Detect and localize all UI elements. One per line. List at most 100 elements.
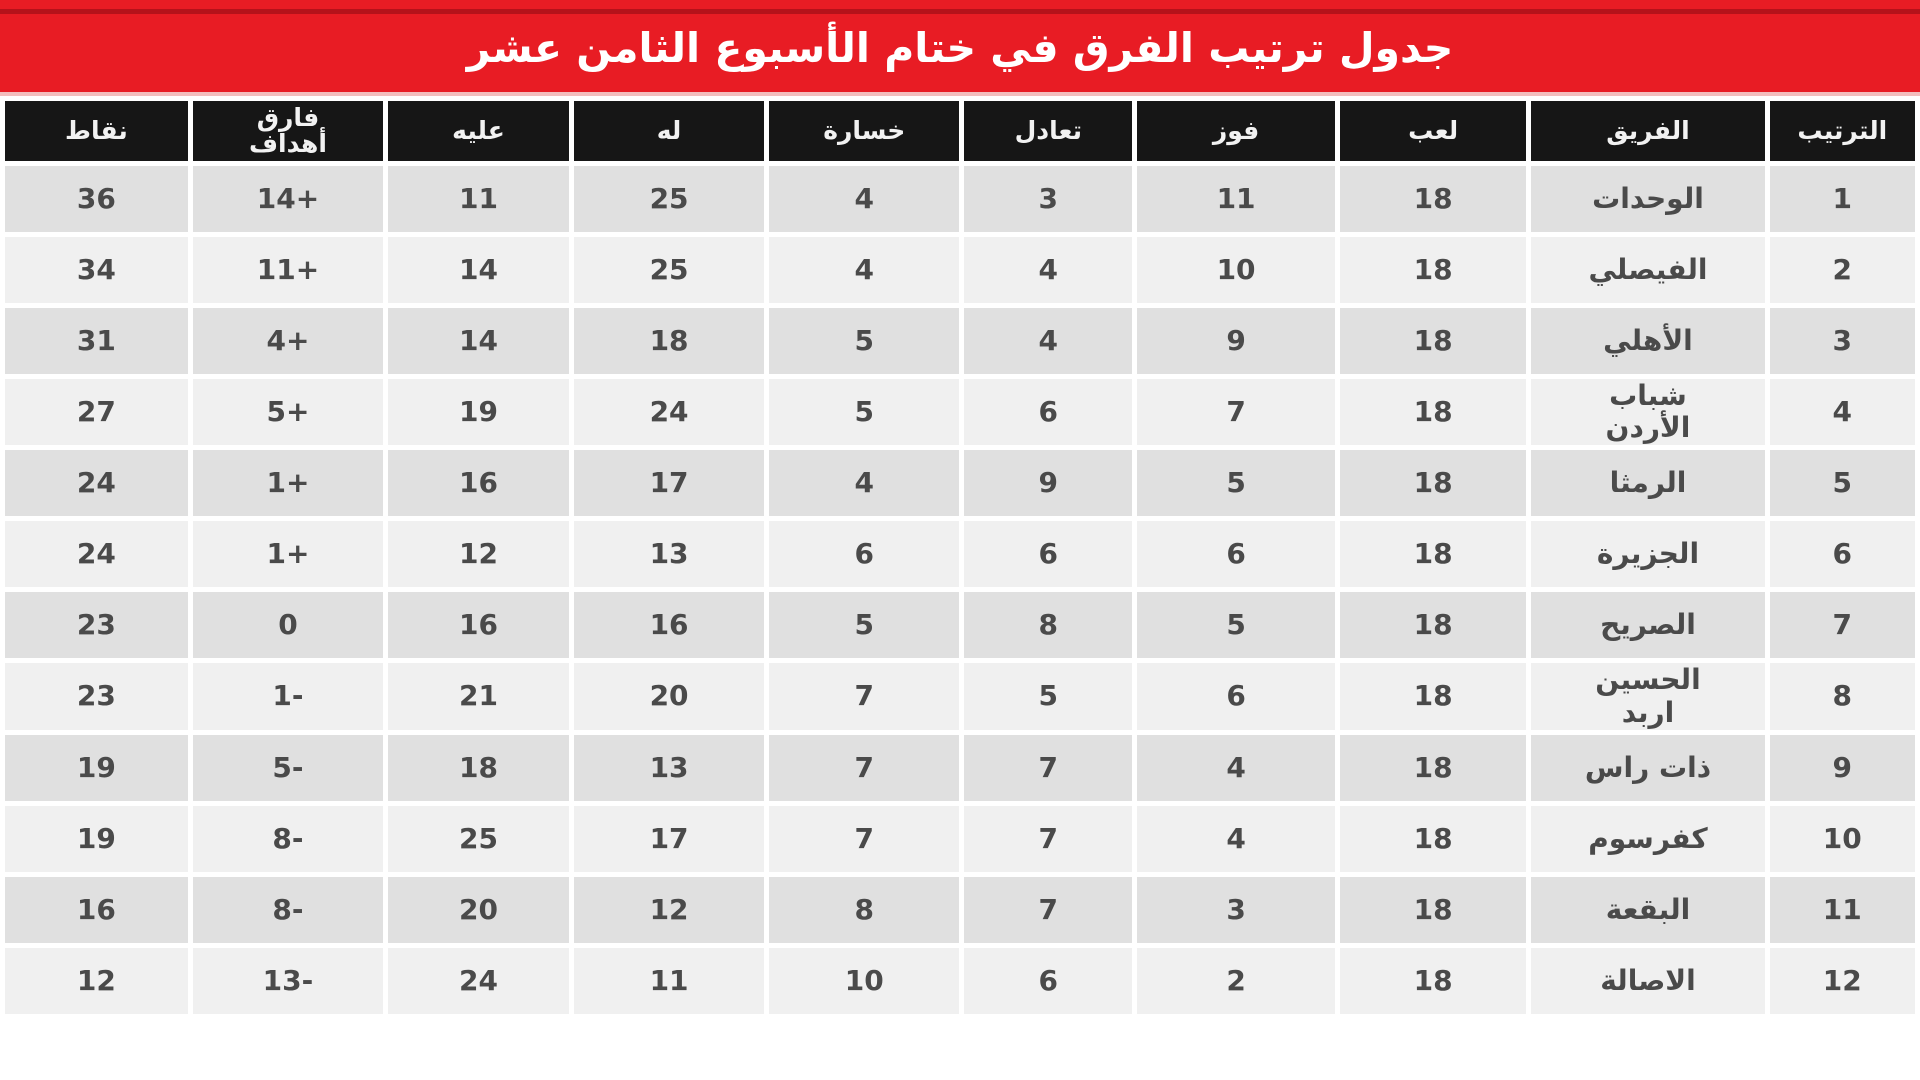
cell-lost: 4 xyxy=(769,450,960,517)
cell-won: 9 xyxy=(1137,308,1335,374)
table-row: 8 الحسين اربد 18 6 5 7 20 21 -1 23 xyxy=(5,663,1915,730)
cell-won: 2 xyxy=(1137,947,1335,1014)
cell-for: 25 xyxy=(573,237,765,303)
cell-points: 36 xyxy=(5,166,188,232)
cell-against: 21 xyxy=(388,663,569,730)
cell-against: 16 xyxy=(388,592,569,659)
cell-won: 6 xyxy=(1137,521,1335,588)
cell-drawn: 7 xyxy=(964,734,1133,801)
cell-diff: -13 xyxy=(192,947,384,1014)
column-header-diff: فارق أهداف xyxy=(192,101,384,161)
cell-played: 18 xyxy=(1339,308,1527,374)
cell-lost: 7 xyxy=(769,663,960,730)
cell-team: كفرسوم xyxy=(1531,805,1765,872)
cell-against: 14 xyxy=(388,308,569,374)
table-row: 1 الوحدات 18 11 3 4 25 11 +14 36 xyxy=(5,166,1915,232)
cell-against: 25 xyxy=(388,805,569,872)
cell-rank: 2 xyxy=(1769,237,1915,303)
cell-played: 18 xyxy=(1339,805,1527,872)
cell-diff: +1 xyxy=(192,450,384,517)
cell-lost: 5 xyxy=(769,308,960,374)
cell-rank: 7 xyxy=(1769,592,1915,659)
cell-drawn: 5 xyxy=(964,663,1133,730)
cell-team: شباب الأردن xyxy=(1531,379,1765,446)
cell-for: 18 xyxy=(573,308,765,374)
cell-won: 4 xyxy=(1137,734,1335,801)
cell-for: 16 xyxy=(573,592,765,659)
table-row: 5 الرمثا 18 5 9 4 17 16 +1 24 xyxy=(5,450,1915,517)
cell-drawn: 3 xyxy=(964,166,1133,232)
cell-lost: 4 xyxy=(769,166,960,232)
cell-points: 31 xyxy=(5,308,188,374)
cell-rank: 9 xyxy=(1769,734,1915,801)
cell-won: 11 xyxy=(1137,166,1335,232)
cell-played: 18 xyxy=(1339,734,1527,801)
cell-points: 23 xyxy=(5,663,188,730)
cell-won: 3 xyxy=(1137,876,1335,943)
cell-points: 24 xyxy=(5,450,188,517)
cell-against: 24 xyxy=(388,947,569,1014)
cell-team: الحسين اربد xyxy=(1531,663,1765,730)
table-row: 2 الفيصلي 18 10 4 4 25 14 +11 34 xyxy=(5,237,1915,303)
cell-drawn: 7 xyxy=(964,876,1133,943)
column-header-drawn: تعادل xyxy=(964,101,1133,161)
cell-points: 34 xyxy=(5,237,188,303)
cell-played: 18 xyxy=(1339,876,1527,943)
cell-drawn: 9 xyxy=(964,450,1133,517)
cell-lost: 5 xyxy=(769,379,960,446)
cell-drawn: 8 xyxy=(964,592,1133,659)
cell-team: الوحدات xyxy=(1531,166,1765,232)
cell-for: 24 xyxy=(573,379,765,446)
cell-lost: 7 xyxy=(769,734,960,801)
column-header-rank: الترتيب xyxy=(1769,101,1915,161)
cell-for: 20 xyxy=(573,663,765,730)
cell-against: 18 xyxy=(388,734,569,801)
cell-won: 7 xyxy=(1137,379,1335,446)
cell-rank: 1 xyxy=(1769,166,1915,232)
cell-lost: 8 xyxy=(769,876,960,943)
cell-team: الرمثا xyxy=(1531,450,1765,517)
table-row: 12 الاصالة 18 2 6 10 11 24 -13 12 xyxy=(5,947,1915,1014)
cell-won: 10 xyxy=(1137,237,1335,303)
cell-rank: 12 xyxy=(1769,947,1915,1014)
cell-for: 12 xyxy=(573,876,765,943)
column-header-team: الفريق xyxy=(1531,101,1765,161)
column-header-played: لعب xyxy=(1339,101,1527,161)
cell-played: 18 xyxy=(1339,592,1527,659)
cell-team: ذات راس xyxy=(1531,734,1765,801)
cell-played: 18 xyxy=(1339,663,1527,730)
table-row: 6 الجزيرة 18 6 6 6 13 12 +1 24 xyxy=(5,521,1915,588)
cell-won: 6 xyxy=(1137,663,1335,730)
cell-team: الصريح xyxy=(1531,592,1765,659)
cell-points: 16 xyxy=(5,876,188,943)
standings-table: الترتيب الفريق لعب فوز تعادل خسارة له عل… xyxy=(0,96,1920,1019)
cell-against: 14 xyxy=(388,237,569,303)
title-banner: جدول ترتيب الفرق في ختام الأسبوع الثامن … xyxy=(0,0,1920,96)
cell-points: 12 xyxy=(5,947,188,1014)
cell-team: الفيصلي xyxy=(1531,237,1765,303)
cell-points: 19 xyxy=(5,805,188,872)
cell-lost: 10 xyxy=(769,947,960,1014)
cell-rank: 11 xyxy=(1769,876,1915,943)
cell-against: 12 xyxy=(388,521,569,588)
cell-for: 17 xyxy=(573,450,765,517)
cell-rank: 10 xyxy=(1769,805,1915,872)
cell-diff: 0 xyxy=(192,592,384,659)
cell-against: 20 xyxy=(388,876,569,943)
cell-team: الاصالة xyxy=(1531,947,1765,1014)
cell-lost: 7 xyxy=(769,805,960,872)
cell-played: 18 xyxy=(1339,237,1527,303)
page-title: جدول ترتيب الفرق في ختام الأسبوع الثامن … xyxy=(466,24,1454,72)
cell-team: الجزيرة xyxy=(1531,521,1765,588)
cell-drawn: 7 xyxy=(964,805,1133,872)
cell-rank: 4 xyxy=(1769,379,1915,446)
cell-rank: 6 xyxy=(1769,521,1915,588)
cell-won: 5 xyxy=(1137,450,1335,517)
cell-lost: 6 xyxy=(769,521,960,588)
cell-against: 11 xyxy=(388,166,569,232)
banner-accent-line xyxy=(0,9,1920,14)
cell-points: 23 xyxy=(5,592,188,659)
cell-diff: +4 xyxy=(192,308,384,374)
table-row: 4 شباب الأردن 18 7 6 5 24 19 +5 27 xyxy=(5,379,1915,446)
cell-won: 5 xyxy=(1137,592,1335,659)
